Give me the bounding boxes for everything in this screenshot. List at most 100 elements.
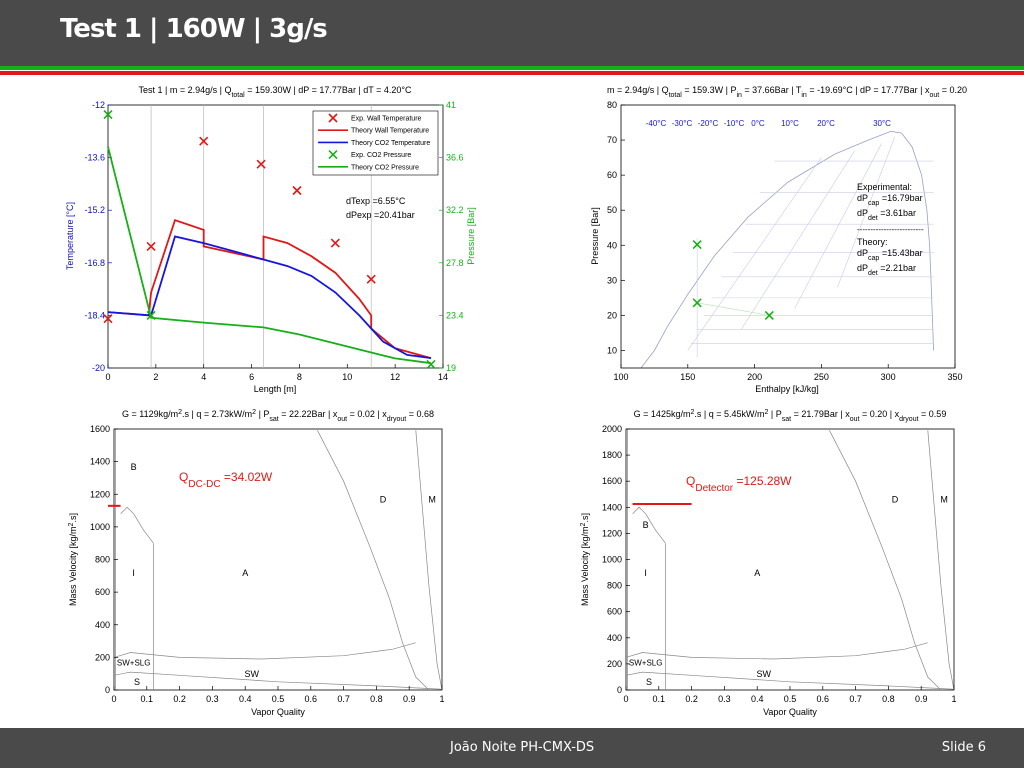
series-line: [107, 146, 432, 365]
title-part: = 21.79Bar | x: [791, 409, 850, 419]
y-tick-label: 70: [607, 135, 617, 145]
y-right-tick-label: 36.6: [446, 153, 464, 163]
title-part: =15.43bar: [879, 248, 922, 258]
isentrope-line: [687, 157, 822, 351]
plot-frame: [625, 428, 955, 691]
boundary-mist: [927, 430, 955, 691]
x-tick-label: 100: [613, 372, 628, 382]
y-tick-label: 40: [607, 240, 617, 250]
y-tick-label: 0: [105, 685, 110, 695]
slide-footer: João Noite PH-CMX-DS Slide 6: [0, 728, 1024, 768]
region-label-s: S: [646, 677, 652, 687]
y-tick-label: 80: [607, 100, 617, 110]
title-part: = 159.30W | dP = 17.77Bar | dT = 4.20°C: [245, 85, 412, 95]
chart-title: G = 1425kg/m2.s | q = 5.45kW/m2 | Psat =…: [634, 409, 947, 423]
y-right-tick-label: 23.4: [446, 310, 464, 320]
title-part: dryout: [899, 416, 919, 423]
legend-marker: [328, 113, 338, 123]
isotherm-label: -40°C: [646, 119, 667, 128]
title-part: =125.28W: [733, 474, 792, 488]
x-tick-label: 10: [342, 372, 352, 382]
chart-ph-diagram: m = 2.94g/s | Qtotal = 159.3W | Pin = 37…: [590, 85, 967, 394]
y-left-tick-label: -20: [92, 363, 105, 373]
title-part: sat: [269, 416, 278, 423]
title-part: in: [736, 92, 742, 99]
y-left-axis-label: Temperature [°C]: [65, 202, 75, 270]
x-tick-label: 0.7: [849, 694, 862, 704]
y-tick-label: 1600: [90, 424, 110, 434]
x-axis-label: Vapor Quality: [251, 707, 305, 717]
title-part: 2: [765, 409, 769, 416]
exp-point-marker: [292, 185, 302, 196]
x-tick-label: 12: [390, 372, 400, 382]
exp-point-marker: [764, 310, 774, 320]
annotation-text: dPdet =3.61bar: [857, 208, 916, 222]
x-tick-label: 0.2: [173, 694, 186, 704]
x-tick-label: 0: [105, 372, 110, 382]
y-tick-label: 600: [607, 607, 622, 617]
title-part: = 0.20: [939, 85, 967, 95]
boundary-dryout: [317, 430, 430, 691]
title-part: Q: [686, 474, 695, 488]
title-part: out: [337, 416, 347, 423]
region-label-i: I: [132, 568, 135, 578]
title-part: Mass Velocity [kg/m: [580, 526, 590, 606]
legend-label: Theory Wall Temperature: [351, 128, 429, 135]
title-part: dryout: [387, 416, 407, 423]
isotherm-label: 0°C: [751, 119, 765, 128]
y-left-tick-label: -13.6: [84, 153, 105, 163]
x-tick-label: 0.7: [337, 694, 350, 704]
series-line: [107, 235, 432, 359]
y-left-tick-label: -12: [92, 100, 105, 110]
title-part: Test 1 | m = 2.94g/s | Q: [138, 85, 231, 95]
exp-point-marker: [146, 241, 156, 251]
title-part: 2: [178, 409, 182, 416]
y-tick-label: 10: [607, 345, 617, 355]
x-tick-label: 300: [881, 372, 896, 382]
title-part: total: [669, 92, 683, 99]
y-tick-label: 1400: [602, 502, 622, 512]
region-label-sw: SW: [757, 669, 772, 679]
exp-point-marker: [103, 110, 113, 120]
x-tick-label: 0.4: [751, 694, 764, 704]
boundary-stratified-wavy: [113, 642, 416, 660]
title-part: Q: [179, 470, 188, 484]
x-tick-label: 0.3: [718, 694, 731, 704]
chart-title: m = 2.94g/s | Qtotal = 159.3W | Pin = 37…: [607, 85, 967, 99]
title-part: .s]: [580, 513, 590, 523]
title-part: sat: [782, 416, 791, 423]
isentrope-line: [794, 143, 882, 309]
x-tick-label: 0.9: [403, 694, 416, 704]
y-tick-label: 200: [95, 652, 110, 662]
isentrope-line: [837, 136, 896, 288]
title-part: =16.79bar: [879, 193, 922, 203]
chart-flow-map-1: G = 1129kg/m2.s | q = 2.73kW/m2 | Psat =…: [68, 409, 445, 718]
plot-frame: [113, 428, 443, 691]
saturation-dome: [640, 130, 934, 369]
boundary-intermittent-bubbly: [632, 506, 666, 544]
x-tick-label: 0.1: [653, 694, 666, 704]
series-line: [107, 218, 432, 359]
region-label-sw-slg: SW+SLG: [117, 659, 151, 668]
x-tick-label: 0: [111, 694, 116, 704]
title-part: = 0.20 | x: [859, 409, 899, 419]
region-label-m: M: [428, 494, 436, 504]
y-right-tick-label: 19: [446, 363, 456, 373]
y-tick-label: 400: [95, 620, 110, 630]
exp-point-marker: [366, 274, 376, 284]
title-part: 2: [68, 522, 75, 526]
y-axis-label: Mass Velocity [kg/m2.s]: [580, 513, 591, 606]
title-part: .s | q = 2.73kW/m: [182, 409, 252, 419]
chart-title: G = 1129kg/m2.s | q = 2.73kW/m2 | Psat =…: [122, 409, 434, 423]
y-left-tick-label: -16.8: [84, 258, 105, 268]
heat-load-label: QDetector =125.28W: [686, 474, 792, 494]
x-tick-label: 1: [439, 694, 444, 704]
y-tick-label: 400: [607, 633, 622, 643]
exp-point-marker: [692, 298, 702, 308]
title-part: = 0.59: [919, 409, 947, 419]
y-left-tick-label: -18.4: [84, 310, 105, 320]
region-label-b: B: [643, 520, 649, 530]
y-left-tick-label: -15.2: [84, 205, 105, 215]
title-part: G = 1425kg/m: [634, 409, 691, 419]
exp-point-marker: [692, 239, 702, 250]
